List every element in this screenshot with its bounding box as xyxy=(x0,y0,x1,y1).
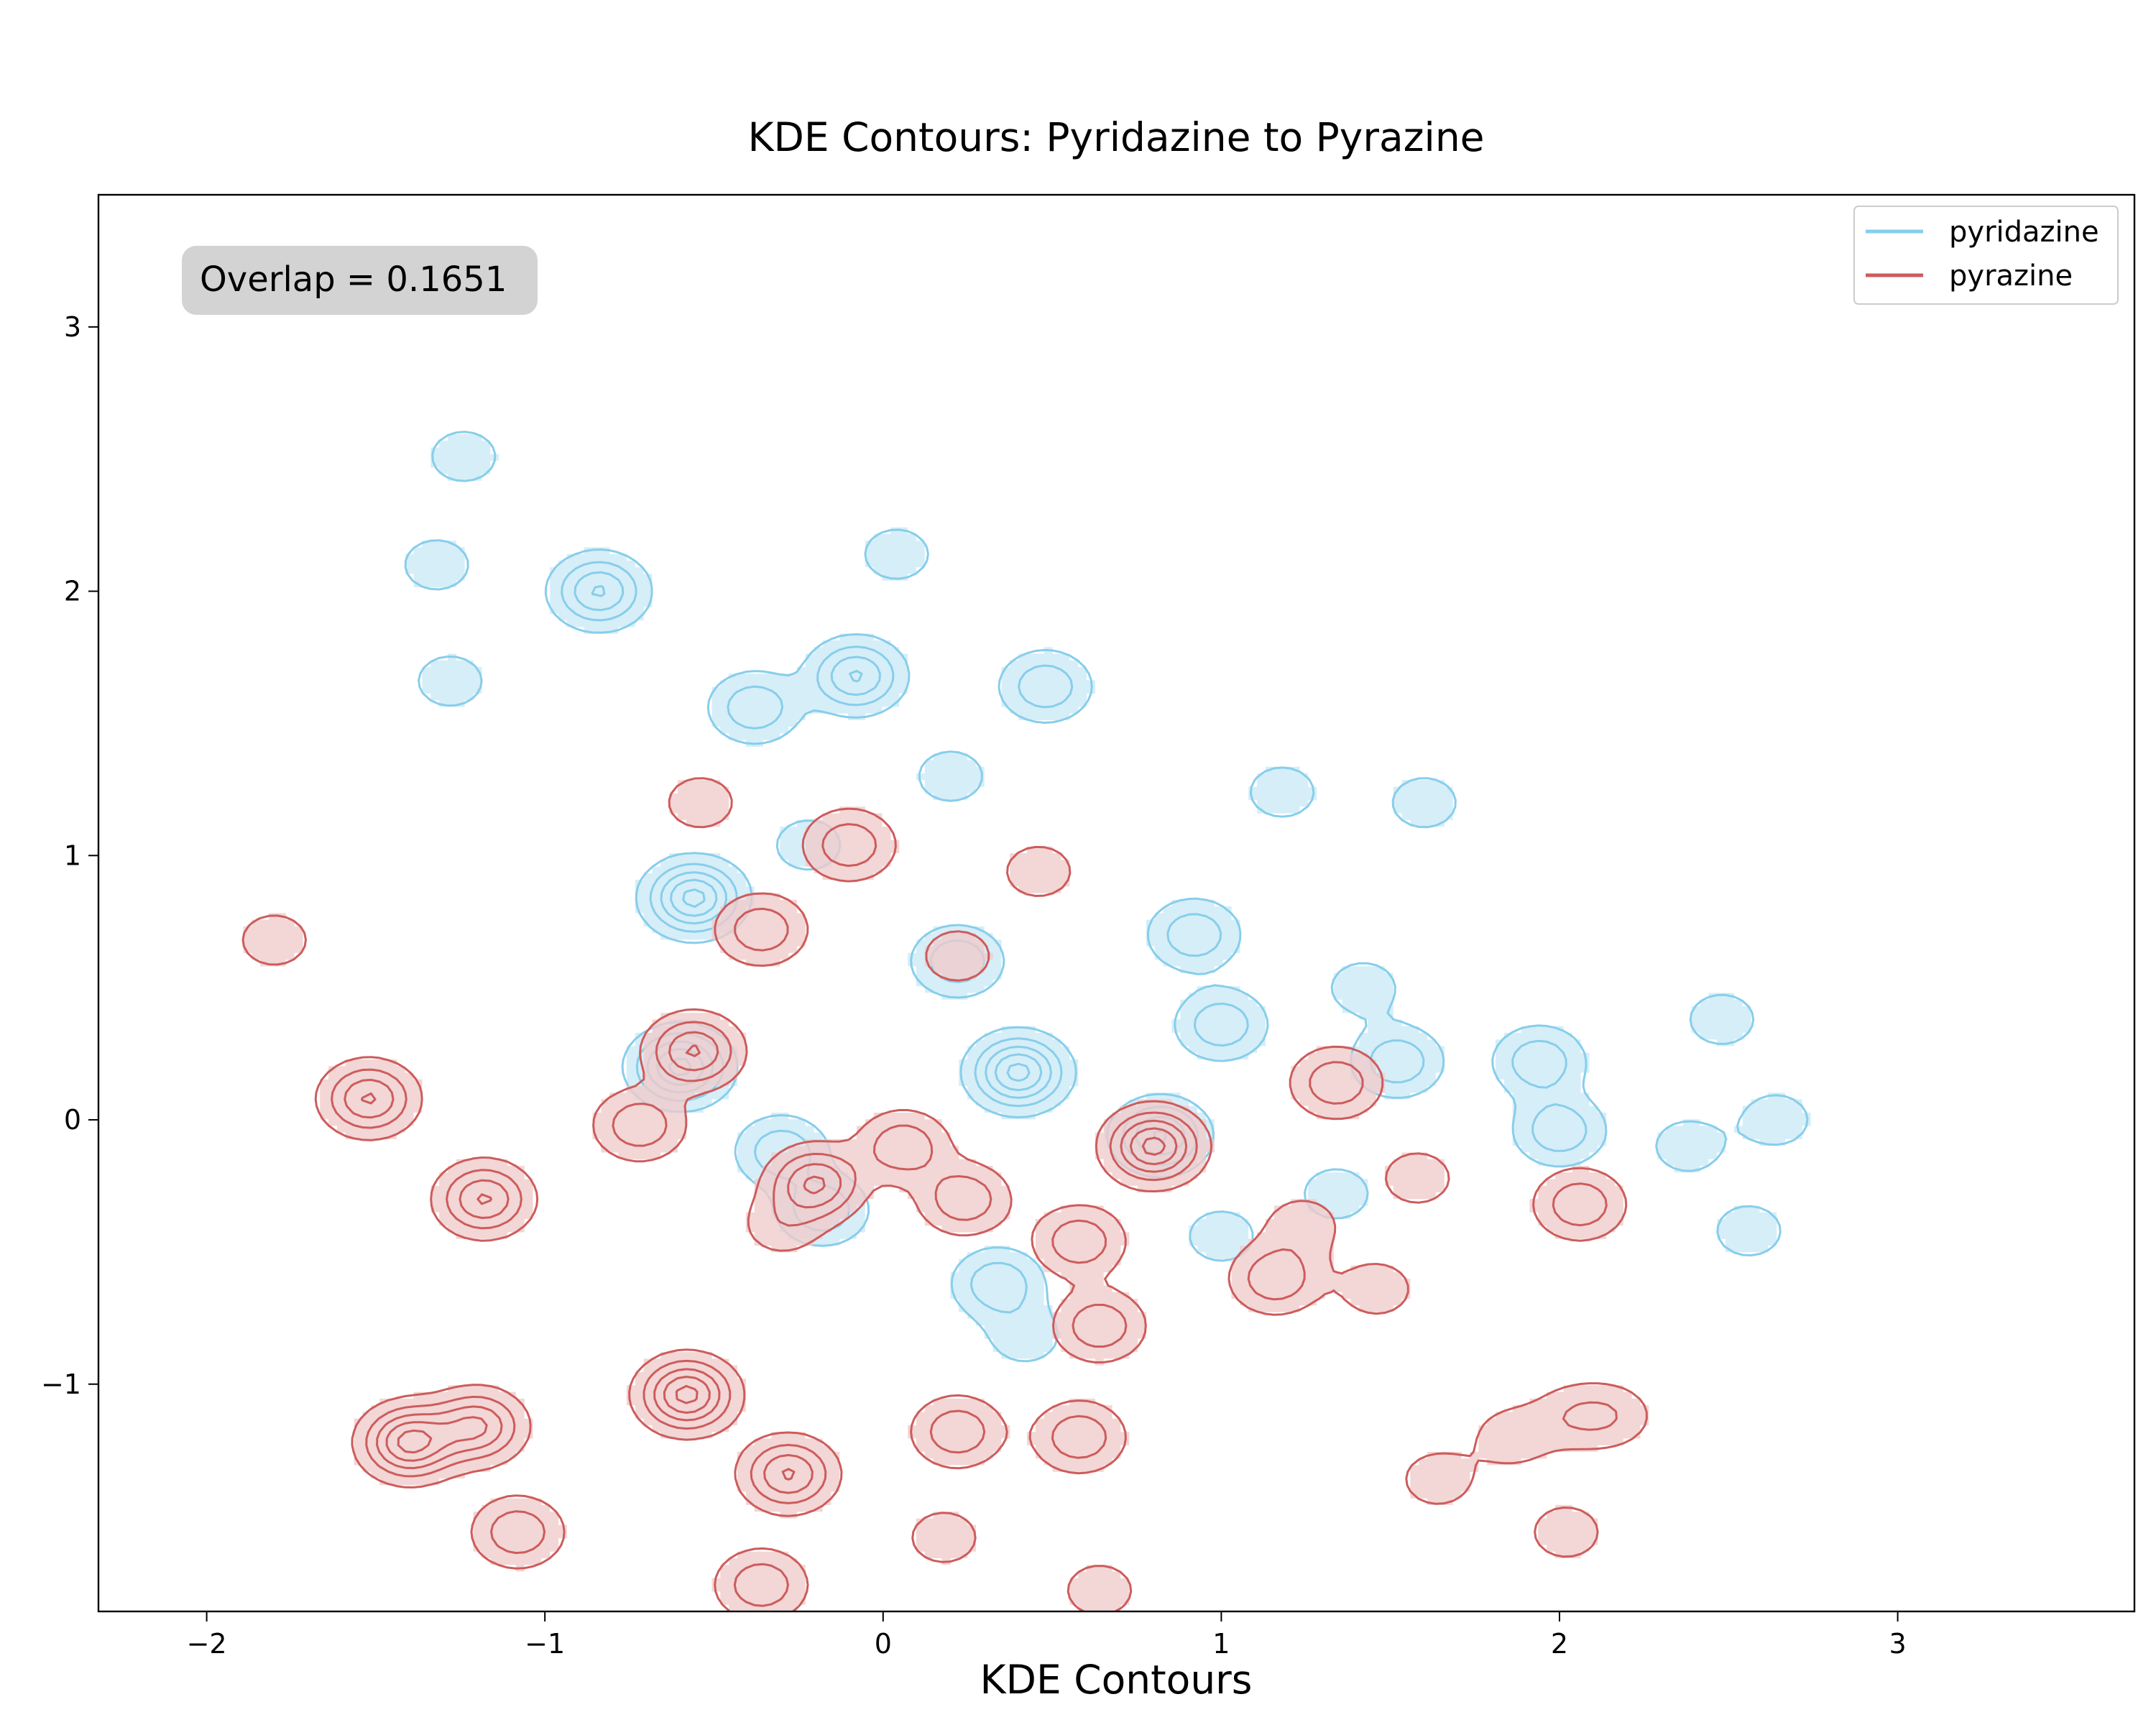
overlap-annotation-text: Overlap = 0.1651 xyxy=(200,259,507,300)
series-pyrazine xyxy=(241,777,1649,1611)
x-tick-label: 0 xyxy=(875,1628,892,1660)
x-tick-label: −2 xyxy=(187,1628,227,1660)
legend-label-pyridazine: pyridazine xyxy=(1949,216,2099,249)
fill-pyrazine xyxy=(243,780,1649,1611)
x-axis-label: KDE Contours xyxy=(980,1657,1253,1703)
y-tick-label: 3 xyxy=(64,311,81,343)
x-tick-label: 2 xyxy=(1551,1628,1568,1660)
y-tick-label: 1 xyxy=(64,840,81,871)
y-axis: −1 0 1 2 3 xyxy=(41,311,98,1400)
contour-pyrazine-level-5 xyxy=(397,1136,1166,1454)
legend-label-pyrazine: pyrazine xyxy=(1949,259,2073,293)
contour-pyrazine-level-4 xyxy=(361,1044,1178,1481)
x-tick-label: 3 xyxy=(1889,1628,1906,1660)
contour-layer xyxy=(241,431,1811,1611)
fill-pyridazine xyxy=(405,434,1811,1359)
overlap-annotation-box xyxy=(182,246,538,315)
legend: pyridazine pyrazine xyxy=(1853,206,2119,305)
x-tick-label: −1 xyxy=(525,1628,565,1660)
x-axis: −2 −1 0 1 2 3 xyxy=(187,1611,1907,1660)
y-tick-label: 0 xyxy=(64,1104,81,1136)
y-tick-label: −1 xyxy=(41,1368,81,1400)
contour-pyrazine-level-1 xyxy=(241,777,1648,1611)
overlap-annotation: Overlap = 0.1651 xyxy=(182,246,538,315)
contour-pyrazine-level-3 xyxy=(344,1031,1188,1494)
contour-pyrazine-level-2 xyxy=(331,823,1618,1607)
chart-title: KDE Contours: Pyridazine to Pyrazine xyxy=(747,114,1484,160)
y-tick-label: 2 xyxy=(64,576,81,607)
x-tick-label: 1 xyxy=(1212,1628,1230,1660)
plot-frame xyxy=(97,193,2136,1613)
